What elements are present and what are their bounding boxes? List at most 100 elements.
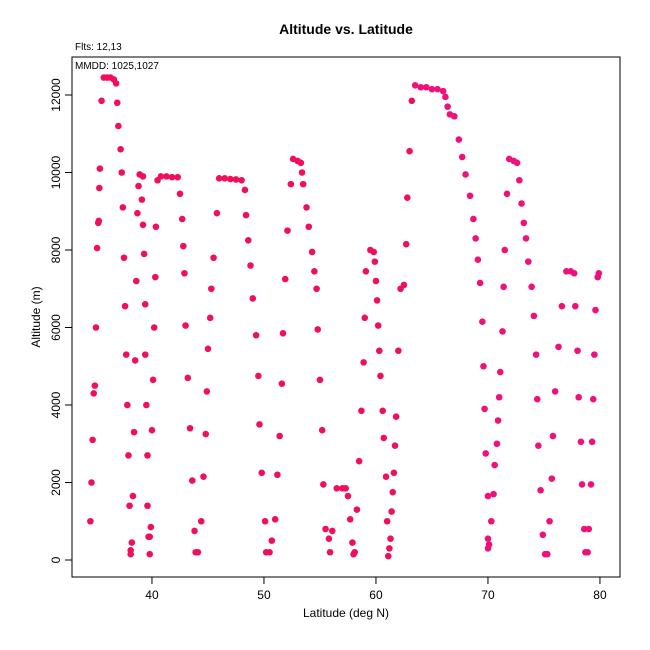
data-point [333,485,341,492]
data-point [141,300,149,308]
data-point [188,477,196,484]
data-point [377,372,384,380]
data-point [206,314,214,322]
data-point [87,517,94,525]
data-point [539,531,547,539]
data-point [242,211,250,219]
data-point [125,452,132,459]
data-point [533,395,541,403]
data-point [395,347,402,355]
data-point [252,331,260,339]
data-point [342,485,350,492]
data-point [370,248,378,256]
y-tick-label: 12000 [49,78,63,112]
data-point [284,227,291,234]
data-point [90,390,98,397]
data-point [186,424,194,432]
data-point [305,223,313,231]
data-point [180,242,187,250]
data-point [152,273,159,281]
data-point [325,535,333,542]
data-point [587,481,595,488]
data-point [458,153,466,161]
data-point [351,548,358,556]
data-point [313,285,320,293]
data-point [140,250,148,258]
data-point [96,165,104,172]
data-point [532,351,540,358]
data-point [386,545,393,552]
data-point [442,93,449,101]
data-point [247,262,254,269]
data-point [380,434,388,442]
data-point [144,452,151,459]
data-point [499,328,506,335]
data-point [163,173,170,180]
data-point [548,475,556,482]
data-point [150,324,158,331]
data-point [494,417,502,424]
data-point [476,279,484,287]
data-point [258,469,266,477]
data-point [575,393,582,401]
data-point [118,169,126,176]
data-point [227,175,234,183]
data-point [146,550,154,558]
data-point [268,537,276,544]
data-point [384,552,392,560]
data-point [391,442,399,449]
data-point [358,407,365,415]
data-point [204,345,212,353]
data-point [112,80,120,87]
data-point [141,351,149,358]
data-point [122,351,130,358]
data-point [537,486,544,494]
data-point [157,173,165,180]
data-point [93,244,101,252]
data-point [256,421,263,428]
data-point [524,258,532,265]
data-point [439,87,447,95]
data-point [372,277,380,285]
data-point [411,82,419,89]
y-tick-label: 10000 [49,156,63,190]
data-point [274,471,281,479]
data-point [444,103,451,110]
data-point [544,550,551,558]
data-point [388,508,395,515]
data-point [320,481,327,488]
data-point [588,438,596,446]
data-point [281,275,289,283]
data-point [362,268,370,275]
x-tick-label: 60 [369,588,383,602]
x-axis-label: Latitude (deg N) [303,606,389,620]
data-point [176,190,184,198]
data-point [528,283,535,291]
data-point [191,527,198,535]
data-point [326,548,334,556]
data-point [434,85,441,93]
chart-title: Altitude vs. Latitude [279,21,413,37]
data-point [472,235,479,242]
y-axis-label: Altitude (m) [29,286,43,347]
data-point [314,326,322,333]
data-point [484,535,492,542]
data-point [518,200,525,207]
data-point [490,490,497,498]
data-point [585,525,593,533]
data-point [495,393,503,401]
data-point [390,469,398,477]
data-point [387,535,394,542]
data-point [408,97,416,105]
data-point [522,235,530,242]
data-point [455,136,463,143]
data-point [423,83,430,91]
data-point [276,432,283,440]
data-point [134,209,141,217]
plot-frame [71,56,621,578]
data-point [382,473,390,480]
data-point [491,461,498,469]
data-point [194,548,202,556]
data-point [591,351,598,358]
